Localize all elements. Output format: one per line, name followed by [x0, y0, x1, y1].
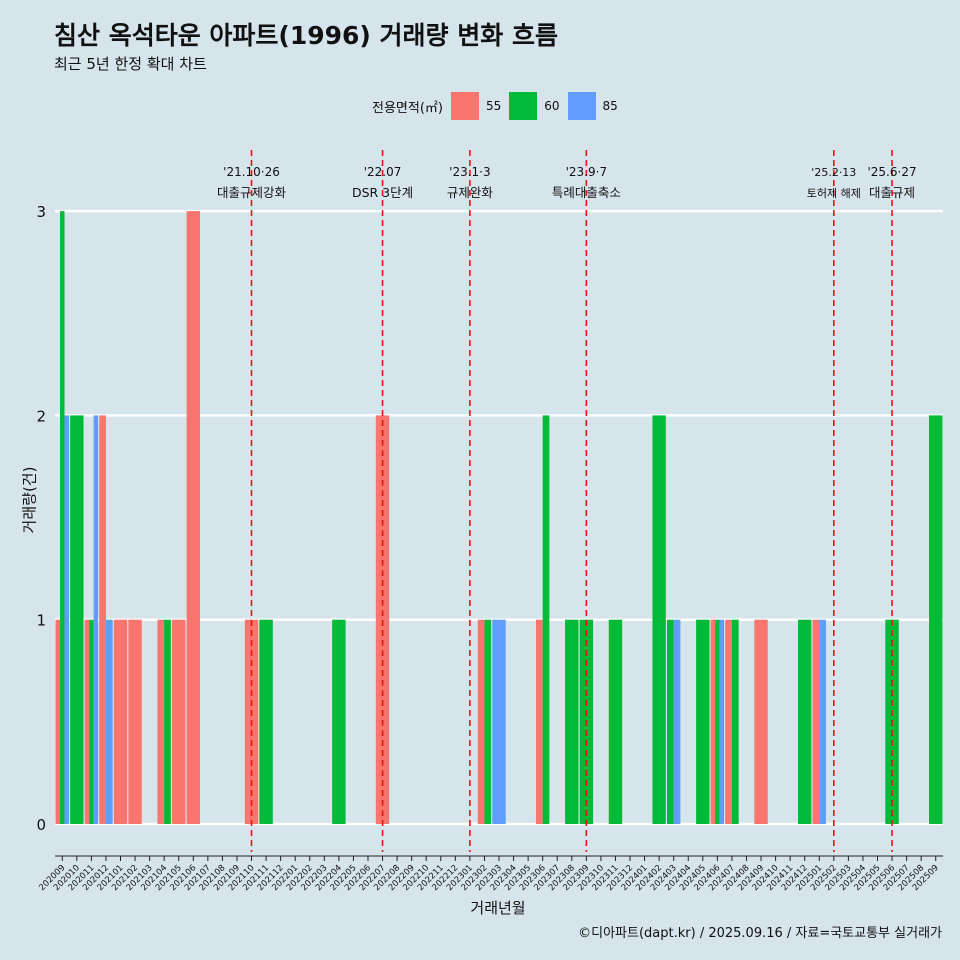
legend-item-55: 55 — [450, 92, 502, 120]
chart-subtitle: 최근 5년 한정 확대 차트 — [54, 55, 207, 73]
legend-label-85: 85 — [602, 99, 618, 113]
bar-60-202412 — [798, 619, 812, 824]
y-tick-label: 3 — [36, 203, 46, 221]
bar-60-202104 — [164, 619, 171, 824]
event-date-202506: '25.6·27 — [867, 165, 916, 179]
bar-55-202104 — [157, 619, 165, 824]
y-axis-title: 거래량(건) — [20, 466, 39, 534]
bar-60-202406 — [715, 619, 720, 824]
x-axis-title: 거래년월 — [470, 899, 526, 917]
bar-60-202403 — [666, 619, 674, 824]
legend-swatch-60 — [509, 92, 538, 120]
bar-60-202402 — [652, 415, 666, 824]
bar-layer — [55, 211, 943, 825]
event-date-202301: '23.1·3 — [449, 165, 490, 179]
bar-55-202302 — [477, 619, 485, 824]
bar-60-202311 — [608, 619, 623, 824]
event-date-202502: '25.2·13 — [811, 166, 856, 179]
event-label-202110: 대출규제강화 — [217, 185, 287, 200]
event-label-202309: 특례대출축소 — [552, 185, 621, 200]
bar-60-202302 — [484, 619, 492, 824]
legend-label-55: 55 — [485, 99, 502, 113]
bar-55-202105 — [172, 619, 186, 824]
event-label-202502: 토허제 해제 — [807, 186, 861, 200]
bar-55-202106 — [186, 211, 200, 825]
legend-label-60: 60 — [544, 99, 560, 113]
bar-60-202509 — [929, 415, 943, 824]
bar-55-202009 — [55, 619, 61, 824]
chart-title: 침산 옥석타운 아파트(1996) 거래량 변화 흐름 — [54, 21, 558, 50]
bar-55-202306 — [535, 619, 543, 824]
bar-60-202308 — [565, 619, 579, 824]
bar-85-202011 — [93, 415, 99, 824]
bar-85-202406 — [719, 619, 725, 824]
bar-55-202409 — [754, 619, 768, 824]
bar-55-202011 — [84, 619, 90, 824]
y-tick-label: 1 — [36, 612, 46, 630]
bar-60-202306 — [542, 415, 550, 824]
bar-85-202009 — [64, 415, 69, 824]
bar-60-202011 — [89, 619, 94, 824]
event-label-202301: 규제완화 — [447, 185, 494, 200]
bar-60-202009 — [60, 211, 65, 825]
bar-55-202407 — [725, 619, 732, 824]
legend-swatch-85 — [567, 92, 596, 120]
event-label-202207: DSR 3단계 — [352, 185, 413, 200]
event-date-202207: '22.07 — [364, 165, 402, 179]
event-date-202110: '21.10·26 — [223, 165, 280, 179]
legend-swatch-55 — [450, 92, 479, 120]
legend-item-60: 60 — [509, 92, 560, 120]
bar-55-202406 — [710, 619, 716, 824]
bar-55-202102 — [128, 619, 142, 824]
bar-55-202207 — [375, 415, 390, 824]
event-date-202309: '23.9·7 — [566, 165, 607, 179]
source-caption: ©디아파트(dapt.kr) / 2025.09.16 / 자료=국토교통부 실… — [578, 926, 942, 941]
bar-55-202012 — [99, 415, 106, 824]
bar-60-202010 — [70, 415, 84, 824]
bar-60-202407 — [731, 619, 739, 824]
legend-item-85: 85 — [567, 92, 618, 120]
y-tick-label: 2 — [36, 407, 46, 425]
bar-60-202111 — [259, 619, 273, 824]
bar-85-202501 — [819, 619, 826, 824]
legend: 전용면적(㎡) 55 60 85 — [372, 92, 626, 120]
bar-60-202405 — [696, 619, 710, 824]
bar-85-202012 — [105, 619, 113, 824]
legend-title: 전용면적(㎡) — [372, 100, 443, 116]
bar-60-202204 — [332, 619, 346, 824]
bar-55-202501 — [812, 619, 820, 824]
event-layer: '21.10·26 대출규제강화 '22.07 DSR 3단계 '23.1·3 규제완화 '… — [217, 150, 917, 852]
y-tick-label: 0 — [36, 816, 46, 834]
bar-55-202101 — [113, 619, 128, 824]
bar-85-202303 — [492, 619, 506, 824]
bar-85-202403 — [673, 619, 681, 824]
event-label-202506: 대출규제 — [869, 185, 915, 200]
